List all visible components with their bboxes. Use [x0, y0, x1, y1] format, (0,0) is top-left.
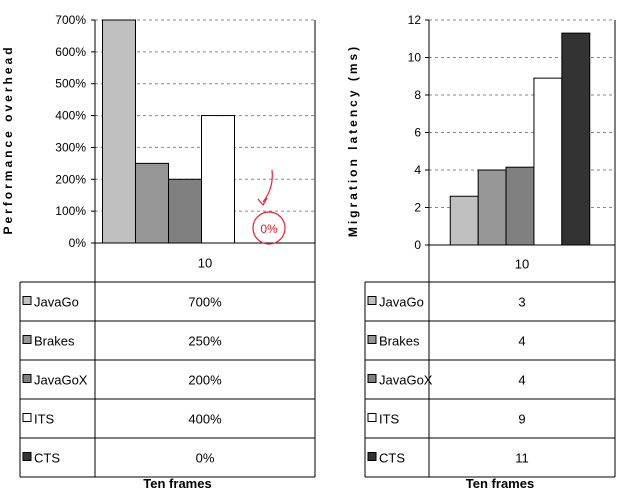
- bar-javago: [102, 19, 136, 244]
- legend-label-brakes: Brakes: [379, 334, 420, 349]
- annotation-circle: [252, 211, 286, 245]
- table-value-javago: 3: [518, 295, 525, 310]
- bar-javagox: [168, 178, 202, 244]
- bar-javago: [449, 195, 479, 246]
- y-tick-label: 700%: [55, 13, 86, 27]
- annotation-label: 0%: [260, 222, 278, 236]
- legend-swatch-javagox: [22, 374, 32, 383]
- table-value-cts: 0%: [196, 451, 215, 466]
- y-tick-label: 400%: [55, 109, 86, 123]
- legend-swatch-javago: [22, 296, 32, 305]
- legend-swatch-brakes: [22, 335, 32, 344]
- legend-label-cts: CTS: [34, 451, 60, 466]
- y-tick-label: 4: [414, 163, 421, 177]
- annotation-arrowhead: [257, 197, 268, 207]
- y-tick-label: 0: [414, 238, 421, 252]
- x-axis-label: Ten frames: [466, 476, 534, 491]
- y-tick-label: 8: [414, 88, 421, 102]
- bar-cts: [561, 32, 591, 246]
- table-value-its: 400%: [188, 412, 222, 427]
- y-tick-label: 2: [414, 201, 421, 215]
- bar-javagox: [505, 166, 535, 246]
- performance-overhead-chart: 0% 100% 200% 300% 400% 500% 600% 700% 10 JavaGo 70…: [1, 13, 316, 491]
- y-tick-label: 6: [414, 126, 421, 140]
- table-value-its: 9: [518, 412, 525, 427]
- legend-label-brakes: Brakes: [34, 334, 75, 349]
- y-tick-label: 200%: [55, 172, 86, 186]
- legend-label-javagox: JavaGoX: [34, 373, 88, 388]
- x-axis-label: Ten frames: [143, 476, 211, 491]
- y-tick-label: 0%: [69, 236, 87, 250]
- legend-label-its: ITS: [34, 412, 55, 427]
- y-tick-label: 500%: [55, 77, 86, 91]
- legend-swatch-cts: [367, 452, 377, 461]
- table-value-cts: 11: [515, 451, 529, 466]
- y-tick-label: 12: [408, 13, 422, 27]
- bar-its: [533, 77, 563, 246]
- legend-swatch-javagox: [367, 374, 377, 383]
- annotation-arrow: [262, 169, 273, 203]
- migration-latency-chart: 0 2 4 6 8 10 12 10 JavaGo 3 Brakes 4 JavaGoX 4 ITS 9 CTS…: [346, 13, 616, 491]
- table-value-javago: 700%: [188, 295, 222, 310]
- y-tick-label: 600%: [55, 45, 86, 59]
- legend-label-cts: CTS: [379, 451, 405, 466]
- legend-swatch-its: [22, 413, 32, 422]
- y-tick-label: 100%: [55, 204, 86, 218]
- table-value-brakes: 250%: [188, 334, 222, 349]
- bar-brakes: [135, 162, 169, 244]
- category-label: 10: [198, 256, 212, 271]
- legend-swatch-cts: [22, 452, 32, 461]
- legend-swatch-brakes: [367, 335, 377, 344]
- legend-swatch-its: [367, 413, 377, 422]
- legend-label-javago: JavaGo: [379, 295, 424, 310]
- legend-label-javago: JavaGo: [34, 295, 79, 310]
- y-tick-label: 300%: [55, 140, 86, 154]
- y-axis-label: Migration latency (ms): [346, 44, 360, 237]
- legend-label-its: ITS: [379, 412, 400, 427]
- bar-brakes: [477, 169, 507, 246]
- table-value-javagox: 200%: [188, 373, 222, 388]
- category-label: 10: [515, 257, 529, 272]
- legend-label-javagox: JavaGoX: [379, 373, 433, 388]
- y-axis-label: Performance overhead: [1, 44, 15, 234]
- table-value-javagox: 4: [518, 373, 525, 388]
- table-value-brakes: 4: [518, 334, 525, 349]
- legend-swatch-javago: [367, 296, 377, 305]
- bar-its: [201, 115, 235, 244]
- y-tick-label: 10: [408, 51, 422, 65]
